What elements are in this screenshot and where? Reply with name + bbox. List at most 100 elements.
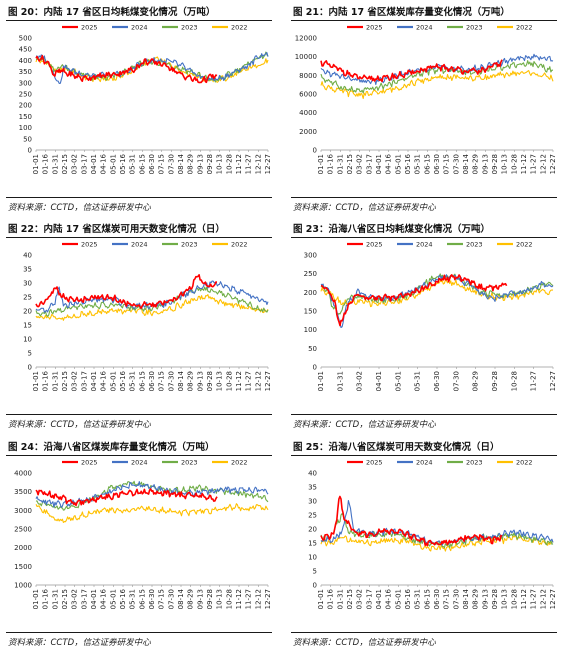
legend-label: 2025 — [81, 459, 98, 467]
legend-entry-2023: 2023 — [162, 241, 198, 249]
x-tick-label: 07-30 — [452, 589, 460, 609]
line-chart-fig24: 2025 2024 2023 2022 1000 1500 2000 2500 3000 3500… — [14, 459, 272, 610]
x-tick-label: 09-13 — [196, 371, 204, 391]
legend-entry-2024: 2024 — [397, 241, 433, 249]
x-tick-label: 12-27 — [549, 371, 557, 391]
series-line-2023 — [35, 286, 269, 317]
x-tick-label: 04-01 — [90, 589, 98, 609]
x-tick-label: 03-17 — [80, 154, 88, 174]
x-tick-label: 07-30 — [167, 589, 175, 609]
y-tick-label: 0 — [28, 364, 32, 372]
series-line-2025 — [35, 54, 218, 84]
title-rule — [291, 237, 557, 238]
x-tick-label: 11-27 — [530, 371, 538, 391]
legend-entry-2024: 2024 — [112, 24, 148, 32]
x-tick-label: 04-01 — [90, 154, 98, 174]
x-tick-label: 08-14 — [462, 588, 470, 609]
y-tick-label: 25 — [308, 512, 317, 520]
source-note: 资料来源：CCTD，信达证券研发中心 — [293, 420, 436, 430]
x-tick-label: 10-13 — [216, 371, 224, 391]
x-tick-label: 09-28 — [491, 371, 499, 391]
x-tick-label: 07-30 — [452, 371, 460, 391]
x-tick-label: 03-02 — [71, 154, 79, 174]
y-tick-label: 5 — [28, 350, 32, 358]
x-tick-label: 08-14 — [177, 588, 185, 609]
x-tick-label: 08-14 — [177, 370, 185, 391]
x-tick-label: 03-02 — [356, 589, 364, 609]
x-tick-label: 09-28 — [206, 589, 214, 609]
x-tick-label: 10-28 — [510, 589, 518, 609]
legend-entry-2024: 2024 — [112, 459, 148, 467]
y-tick-label: 200 — [304, 289, 317, 297]
y-tick-label: 10000 — [295, 53, 317, 61]
line-chart-fig23: 2025 2024 2023 2022 0 50 100 150 200 250 300 01-01 0… — [304, 241, 557, 392]
series-line-2022 — [35, 503, 269, 523]
x-tick-label: 01-16 — [42, 153, 50, 174]
x-tick-label: 05-31 — [414, 589, 422, 609]
x-tick-label: 06-30 — [433, 154, 441, 174]
y-tick-label: 4000 — [14, 470, 32, 478]
x-tick-label: 10-13 — [216, 589, 224, 609]
legend-entry-2022: 2022 — [212, 241, 248, 249]
x-tick-label: 01-31 — [51, 371, 59, 391]
x-tick-label: 06-30 — [433, 589, 441, 609]
x-tick-label: 01-31 — [336, 589, 344, 609]
legend-label: 2022 — [231, 241, 248, 249]
x-tick-label: 01-01 — [32, 154, 40, 174]
x-tick-label: 01-31 — [336, 371, 344, 391]
x-tick-label: 12-27 — [264, 154, 272, 174]
x-tick-label: 06-15 — [423, 154, 431, 174]
y-tick-label: 150 — [19, 113, 32, 121]
legend-entry-2023: 2023 — [447, 24, 483, 32]
x-tick-label: 11-27 — [530, 154, 538, 174]
y-tick-label: 100 — [19, 124, 32, 132]
x-tick-label: 01-01 — [317, 371, 325, 391]
x-tick-label: 07-15 — [158, 154, 166, 174]
x-tick-label: 12-27 — [549, 589, 557, 609]
x-tick-label: 11-12 — [520, 589, 528, 609]
x-tick-label: 10-28 — [510, 154, 518, 174]
x-tick-label: 01-01 — [317, 154, 325, 174]
x-tick-label: 04-16 — [100, 370, 108, 391]
x-tick-label: 01-01 — [32, 371, 40, 391]
title-rule — [291, 20, 557, 21]
x-tick-label: 03-02 — [71, 589, 79, 609]
y-tick-label: 3000 — [14, 507, 32, 515]
legend-entry-2022: 2022 — [212, 24, 248, 32]
x-tick-label: 10-13 — [216, 154, 224, 174]
x-tick-label: 05-31 — [414, 371, 422, 391]
x-tick-label: 08-14 — [462, 153, 470, 174]
legend-entry-2024: 2024 — [112, 241, 148, 249]
y-tick-label: 2500 — [14, 526, 32, 534]
x-tick-label: 03-17 — [365, 154, 373, 174]
x-tick-label: 06-15 — [138, 154, 146, 174]
x-tick-label: 06-30 — [148, 589, 156, 609]
x-tick-label: 07-30 — [167, 154, 175, 174]
x-tick-label: 09-28 — [206, 371, 214, 391]
legend-label: 2023 — [466, 459, 483, 467]
x-tick-label: 05-16 — [404, 153, 412, 174]
x-tick-label: 05-31 — [129, 589, 137, 609]
legend-entry-2024: 2024 — [397, 24, 433, 32]
x-tick-label: 04-16 — [385, 153, 393, 174]
x-tick-label: 03-17 — [80, 371, 88, 391]
y-tick-label: 500 — [19, 35, 32, 43]
legend-label: 2023 — [466, 24, 483, 32]
y-tick-label: 350 — [19, 68, 32, 76]
x-tick-label: 04-16 — [100, 588, 108, 609]
y-tick-label: 400 — [19, 57, 32, 65]
x-tick-label: 02-15 — [61, 589, 69, 609]
y-tick-label: 1500 — [14, 563, 32, 571]
x-tick-label: 03-17 — [80, 589, 88, 609]
legend-entry-2025: 2025 — [347, 241, 383, 249]
source-note: 资料来源：CCTD，信达证券研发中心 — [8, 420, 151, 430]
y-tick-label: 40 — [23, 252, 32, 260]
x-tick-label: 05-31 — [129, 154, 137, 174]
series-line-2024 — [320, 274, 554, 329]
x-tick-label: 08-29 — [187, 371, 195, 391]
y-tick-label: 200 — [19, 102, 32, 110]
x-tick-label: 05-16 — [404, 588, 412, 609]
legend-label: 2025 — [81, 24, 98, 32]
y-tick-label: 50 — [308, 345, 317, 353]
